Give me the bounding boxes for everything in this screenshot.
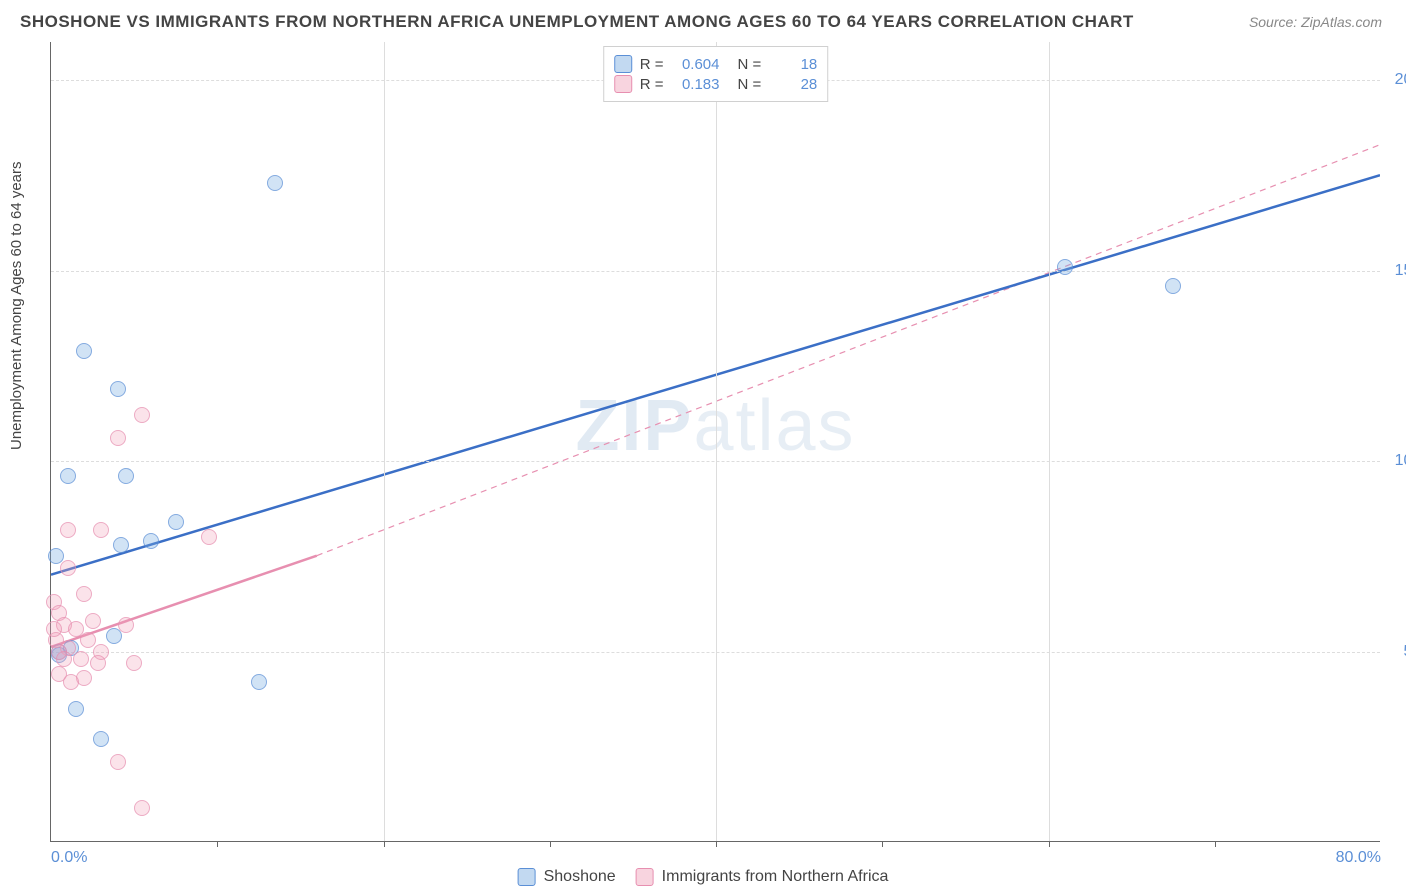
- legend-n-label: N =: [738, 76, 762, 93]
- series-legend: Shoshone Immigrants from Northern Africa: [518, 868, 889, 886]
- gridline-vertical: [716, 42, 717, 841]
- scatter-point: [110, 381, 126, 397]
- legend-n-label: N =: [738, 56, 762, 73]
- scatter-point: [46, 621, 62, 637]
- scatter-point: [90, 655, 106, 671]
- y-tick-label: 5.0%: [1386, 643, 1406, 661]
- gridline-vertical: [1049, 42, 1050, 841]
- legend-n-value: 28: [769, 76, 817, 93]
- scatter-point: [110, 754, 126, 770]
- correlation-legend: R = 0.604 N = 18 R = 0.183 N = 28: [603, 46, 829, 102]
- legend-series-item: Immigrants from Northern Africa: [636, 868, 889, 886]
- x-tick-mark: [1049, 841, 1050, 847]
- x-tick-label: 80.0%: [1336, 849, 1381, 867]
- legend-swatch: [636, 868, 654, 886]
- scatter-point: [60, 468, 76, 484]
- legend-r-value: 0.604: [672, 56, 720, 73]
- legend-swatch: [614, 55, 632, 73]
- scatter-point: [76, 343, 92, 359]
- x-tick-label: 0.0%: [51, 849, 87, 867]
- scatter-point: [201, 529, 217, 545]
- scatter-point: [110, 430, 126, 446]
- source-attribution: Source: ZipAtlas.com: [1249, 14, 1382, 30]
- plot-area: ZIPatlas R =0.604N =18R =0.183N =28 5.0%…: [50, 42, 1380, 842]
- scatter-point: [63, 674, 79, 690]
- x-tick-mark: [716, 841, 717, 847]
- legend-swatch: [614, 75, 632, 93]
- watermark-light: atlas: [693, 386, 855, 466]
- x-tick-mark: [1215, 841, 1216, 847]
- legend-stat-row: R = 0.604 N = 18: [614, 55, 818, 73]
- legend-r-value: 0.183: [672, 76, 720, 93]
- scatter-point: [93, 731, 109, 747]
- y-tick-label: 20.0%: [1386, 71, 1406, 89]
- scatter-point: [60, 522, 76, 538]
- legend-swatch: [518, 868, 536, 886]
- chart-title: SHOSHONE VS IMMIGRANTS FROM NORTHERN AFR…: [20, 12, 1134, 32]
- legend-n-value: 18: [769, 56, 817, 73]
- x-tick-mark: [217, 841, 218, 847]
- scatter-point: [134, 407, 150, 423]
- scatter-point: [80, 632, 96, 648]
- legend-series-item: Shoshone: [518, 868, 616, 886]
- scatter-point: [251, 674, 267, 690]
- scatter-point: [68, 701, 84, 717]
- legend-stat-row: R = 0.183 N = 28: [614, 75, 818, 93]
- scatter-point: [113, 537, 129, 553]
- y-tick-label: 10.0%: [1386, 452, 1406, 470]
- scatter-point: [118, 468, 134, 484]
- scatter-point: [118, 617, 134, 633]
- legend-r-label: R =: [640, 56, 664, 73]
- scatter-point: [267, 175, 283, 191]
- scatter-point: [143, 533, 159, 549]
- scatter-point: [73, 651, 89, 667]
- scatter-point: [93, 522, 109, 538]
- scatter-point: [76, 586, 92, 602]
- legend-series-label: Immigrants from Northern Africa: [662, 868, 889, 886]
- scatter-point: [126, 655, 142, 671]
- watermark-bold: ZIP: [575, 386, 693, 466]
- trend-line: [317, 145, 1380, 556]
- x-tick-mark: [882, 841, 883, 847]
- scatter-point: [1165, 278, 1181, 294]
- legend-r-label: R =: [640, 76, 664, 93]
- gridline-vertical: [384, 42, 385, 841]
- legend-series-label: Shoshone: [544, 868, 616, 886]
- x-tick-mark: [550, 841, 551, 847]
- x-tick-mark: [384, 841, 385, 847]
- scatter-point: [85, 613, 101, 629]
- scatter-point: [56, 651, 72, 667]
- scatter-point: [168, 514, 184, 530]
- y-tick-label: 15.0%: [1386, 262, 1406, 280]
- scatter-point: [134, 800, 150, 816]
- scatter-point: [60, 560, 76, 576]
- y-axis-label: Unemployment Among Ages 60 to 64 years: [8, 161, 25, 450]
- scatter-point: [1057, 259, 1073, 275]
